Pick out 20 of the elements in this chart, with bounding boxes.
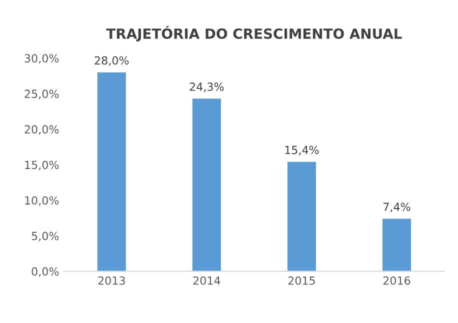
y-tick-label: 0,0%: [32, 267, 59, 277]
y-tick-label: 20,0%: [24, 125, 59, 135]
y-tick-label: 30,0%: [24, 54, 59, 64]
bar: [382, 218, 411, 272]
bar: [192, 98, 221, 272]
bar: [97, 72, 126, 272]
data-label: 15,4%: [285, 146, 319, 156]
x-tick-label: 2014: [193, 276, 220, 285]
data-label: 7,4%: [384, 202, 410, 212]
x-tick-label: 2015: [288, 276, 315, 285]
bar: [287, 162, 316, 272]
y-tick-label: 15,0%: [25, 160, 59, 170]
x-tick-label: 2016: [383, 276, 410, 285]
x-tick-label: 2013: [98, 276, 125, 285]
chart-title: TRAJETÓRIA DO CRESCIMENTO ANUAL: [106, 26, 402, 42]
y-tick-label: 5,0%: [32, 232, 59, 242]
y-tick-label: 25,0%: [24, 90, 59, 100]
y-tick-label: 10,0%: [25, 196, 59, 206]
data-label: 24,3%: [190, 82, 224, 92]
data-label: 28,0%: [94, 56, 129, 66]
